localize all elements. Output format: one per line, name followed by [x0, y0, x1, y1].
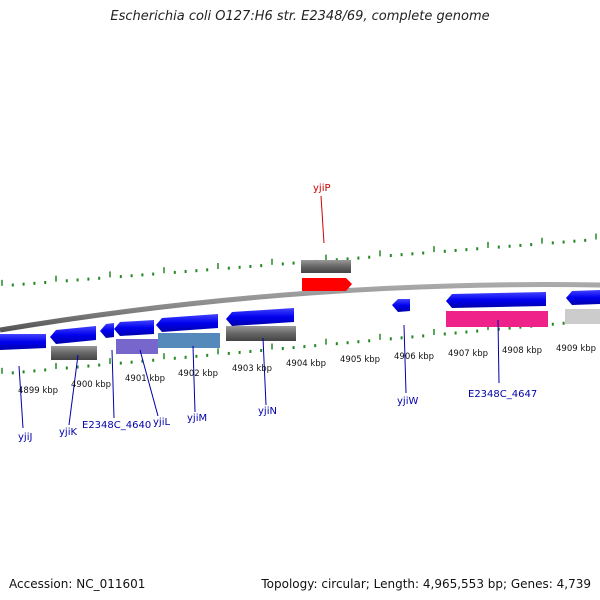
accession-text: Accession: NC_011601 — [9, 577, 146, 591]
feature-red-yjiP — [302, 278, 352, 291]
gene-label-yjiJ: yjiJ — [18, 432, 32, 443]
kbp-label: 4908 kbp — [502, 346, 542, 356]
reverse-strand-ticks — [1, 314, 597, 375]
leader-yjiW — [403, 324, 407, 394]
leader-yjiM — [192, 345, 196, 413]
gene-arrow-6 — [226, 308, 294, 326]
gene-arrow-9 — [566, 290, 600, 305]
gene-arrow-5 — [156, 314, 218, 332]
gene-arrow-3 — [100, 323, 114, 338]
kbp-label: 4909 kbp — [556, 344, 596, 354]
feature-gray-2 — [226, 326, 296, 341]
kbp-label: 4904 kbp — [286, 359, 326, 369]
gene-label-yjiK: yjiK — [59, 427, 77, 438]
gene-label-E2348C_4647: E2348C_4647 — [468, 389, 537, 400]
feature-gray-top — [301, 260, 351, 273]
feature-pink — [446, 311, 548, 327]
kbp-label: 4905 kbp — [340, 355, 380, 365]
kbp-label: 4903 kbp — [232, 364, 272, 374]
leader-yjiK — [68, 354, 79, 426]
kbp-label: 4907 kbp — [448, 349, 488, 359]
kbp-label: 4901 kbp — [125, 374, 165, 384]
feature-gray-1 — [51, 346, 97, 360]
leader-E2348C_4647 — [497, 319, 500, 384]
forward-strand-ticks — [1, 233, 597, 287]
genome-backbone — [0, 282, 600, 333]
kbp-label: 4906 kbp — [394, 352, 434, 362]
gene-arrow-8 — [446, 292, 546, 308]
feature-purple — [116, 339, 158, 354]
kbp-label: 4900 kbp — [71, 380, 111, 390]
kbp-label: 4902 kbp — [178, 369, 218, 379]
kbp-label: 4899 kbp — [18, 386, 58, 396]
gene-label-yjiN: yjiN — [258, 406, 277, 417]
gene-label-yjiL: yjiL — [153, 417, 170, 428]
gene-arrow-1 — [0, 334, 46, 350]
gene-arrow-4 — [114, 320, 154, 336]
genome-summary-text: Topology: circular; Length: 4,965,553 bp… — [261, 577, 591, 591]
leader-yjiP — [320, 195, 325, 244]
map-title: Escherichia coli O127:H6 str. E2348/69, … — [110, 9, 490, 24]
feature-lightgray — [565, 309, 600, 324]
leader-yjiL — [139, 349, 159, 417]
gene-label-yjiP: yjiP — [313, 183, 331, 194]
gene-arrow-7 — [392, 299, 410, 312]
gene-arrow-2 — [50, 326, 96, 344]
gene-label-E2348C_4640: E2348C_4640 — [82, 420, 151, 431]
feature-steelblue — [158, 333, 220, 348]
leader-yjiJ — [18, 365, 24, 429]
gene-label-yjiW: yjiW — [397, 396, 418, 407]
gene-label-yjiM: yjiM — [187, 413, 207, 424]
leader-E2348C_4640 — [111, 349, 115, 419]
leader-yjiN — [262, 337, 267, 406]
